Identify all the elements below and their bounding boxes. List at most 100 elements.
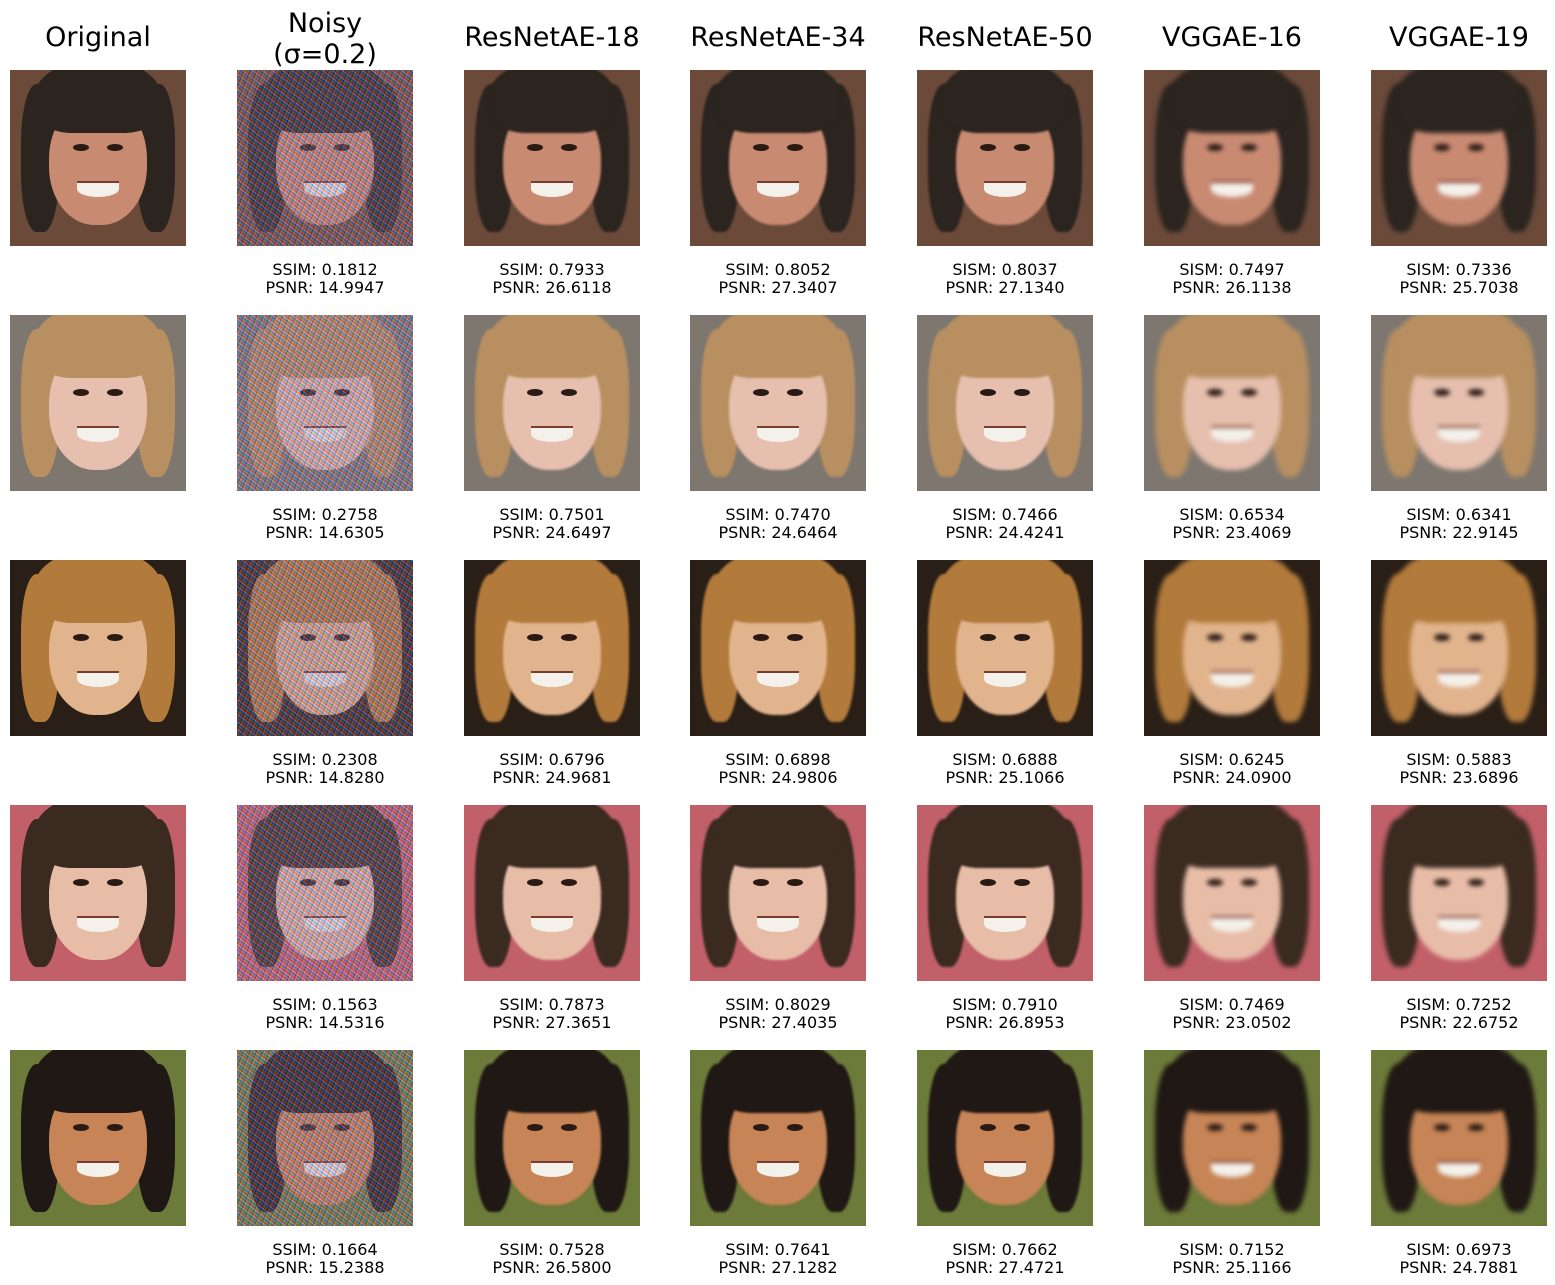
face-eye xyxy=(1467,633,1484,641)
face-eye xyxy=(980,143,997,151)
metric-caption: SISM: 0.6973 PSNR: 24.7881 xyxy=(1349,1241,1555,1277)
ssim-value: SISM: 0.5883 xyxy=(1406,750,1512,769)
face-hair xyxy=(1168,560,1296,624)
face-eye xyxy=(1434,143,1451,151)
face-hair xyxy=(261,315,389,379)
face-mouth xyxy=(1437,915,1481,932)
face-hair xyxy=(488,1050,616,1114)
psnr-value: PSNR: 25.1066 xyxy=(945,768,1065,787)
face-mouth xyxy=(530,670,574,687)
face-image-row-4-col-5 xyxy=(917,805,1093,981)
face-eye xyxy=(333,633,350,641)
metric-caption: SISM: 0.5883 PSNR: 23.6896 xyxy=(1349,751,1555,787)
face-image-row-2-col-1 xyxy=(10,315,186,491)
face-eye xyxy=(1207,143,1224,151)
face-skin xyxy=(275,98,375,225)
face-mouth xyxy=(756,180,800,197)
face-eye xyxy=(333,878,350,886)
ssim-value: SISM: 0.6888 xyxy=(952,750,1058,769)
metric-caption: SSIM: 0.7641 PSNR: 27.1282 xyxy=(668,1241,888,1277)
face-hair xyxy=(1395,560,1523,624)
face-image-row-5-col-4 xyxy=(690,1050,866,1226)
face-hair xyxy=(261,1050,389,1114)
psnr-value: PSNR: 24.4241 xyxy=(945,523,1065,542)
metric-caption: SSIM: 0.6898 PSNR: 24.9806 xyxy=(668,751,888,787)
face-mouth xyxy=(76,1160,120,1177)
face-eye xyxy=(300,633,317,641)
face-eye xyxy=(333,388,350,396)
face-image-row-3-col-4 xyxy=(690,560,866,736)
face-image-row-1-col-3 xyxy=(464,70,640,246)
ssim-value: SISM: 0.7662 xyxy=(952,1240,1058,1259)
face-mouth xyxy=(530,425,574,442)
ssim-value: SISM: 0.6973 xyxy=(1406,1240,1512,1259)
psnr-value: PSNR: 23.6896 xyxy=(1399,768,1519,787)
face-image-row-1-col-6 xyxy=(1144,70,1320,246)
face-image-row-4-col-2 xyxy=(237,805,413,981)
face-eye xyxy=(333,1123,350,1131)
face-eye xyxy=(980,1123,997,1131)
psnr-value: PSNR: 22.9145 xyxy=(1399,523,1519,542)
ssim-value: SSIM: 0.1664 xyxy=(272,1240,378,1259)
face-hair xyxy=(714,560,842,624)
face-mouth xyxy=(1437,1160,1481,1177)
face-eye xyxy=(560,633,577,641)
face-image-row-2-col-7 xyxy=(1371,315,1547,491)
face-image-row-5-col-1 xyxy=(10,1050,186,1226)
face-hair xyxy=(941,70,1069,134)
face-image-row-3-col-6 xyxy=(1144,560,1320,736)
metric-caption: SSIM: 0.8029 PSNR: 27.4035 xyxy=(668,996,888,1032)
face-hair-side-r xyxy=(363,574,403,722)
face-skin xyxy=(275,588,375,715)
face-image-row-5-col-2 xyxy=(237,1050,413,1226)
metric-caption: SISM: 0.7336 PSNR: 25.7038 xyxy=(1349,261,1555,297)
face-mouth xyxy=(530,915,574,932)
face-eye xyxy=(753,388,770,396)
face-eye xyxy=(527,1123,544,1131)
ssim-value: SSIM: 0.8029 xyxy=(725,995,831,1014)
face-mouth xyxy=(76,670,120,687)
face-image-row-4-col-4 xyxy=(690,805,866,981)
face-mouth xyxy=(756,425,800,442)
face-image-row-5-col-5 xyxy=(917,1050,1093,1226)
face-eye xyxy=(1434,1123,1451,1131)
metric-caption: SSIM: 0.1664 PSNR: 15.2388 xyxy=(215,1241,435,1277)
face-eye xyxy=(300,1123,317,1131)
metric-caption: SISM: 0.6245 PSNR: 24.0900 xyxy=(1122,751,1342,787)
face-eye xyxy=(753,633,770,641)
face-eye xyxy=(1467,143,1484,151)
face-eye xyxy=(527,633,544,641)
face-image-row-2-col-5 xyxy=(917,315,1093,491)
metric-caption: SISM: 0.7497 PSNR: 26.1138 xyxy=(1122,261,1342,297)
face-hair xyxy=(941,1050,1069,1114)
face-eye xyxy=(1207,388,1224,396)
psnr-value: PSNR: 23.4069 xyxy=(1172,523,1292,542)
face-eye xyxy=(560,388,577,396)
face-eye xyxy=(1240,388,1257,396)
face-eye xyxy=(1013,388,1030,396)
face-eye xyxy=(1434,878,1451,886)
metric-caption: SISM: 0.7466 PSNR: 24.4241 xyxy=(895,506,1115,542)
face-hair xyxy=(1395,805,1523,869)
face-hair xyxy=(941,560,1069,624)
ssim-value: SISM: 0.7152 xyxy=(1179,1240,1285,1259)
ssim-value: SSIM: 0.7873 xyxy=(499,995,605,1014)
face-eye xyxy=(1013,878,1030,886)
psnr-value: PSNR: 14.8280 xyxy=(265,768,385,787)
face-hair xyxy=(34,560,162,624)
psnr-value: PSNR: 25.1166 xyxy=(1172,1258,1292,1277)
face-eye xyxy=(333,143,350,151)
metric-caption: SSIM: 0.1563 PSNR: 14.5316 xyxy=(215,996,435,1032)
psnr-value: PSNR: 25.7038 xyxy=(1399,278,1519,297)
face-mouth xyxy=(1210,180,1254,197)
face-image-row-3-col-2 xyxy=(237,560,413,736)
psnr-value: PSNR: 15.2388 xyxy=(265,1258,385,1277)
face-image-row-5-col-3 xyxy=(464,1050,640,1226)
metric-caption: SSIM: 0.7501 PSNR: 24.6497 xyxy=(442,506,662,542)
ssim-value: SSIM: 0.7470 xyxy=(725,505,831,524)
psnr-value: PSNR: 14.5316 xyxy=(265,1013,385,1032)
psnr-value: PSNR: 24.6464 xyxy=(718,523,838,542)
column-header-resnetae-50: ResNetAE-50 xyxy=(917,22,1093,53)
metric-caption: SSIM: 0.2308 PSNR: 14.8280 xyxy=(215,751,435,787)
face-mouth xyxy=(1437,180,1481,197)
